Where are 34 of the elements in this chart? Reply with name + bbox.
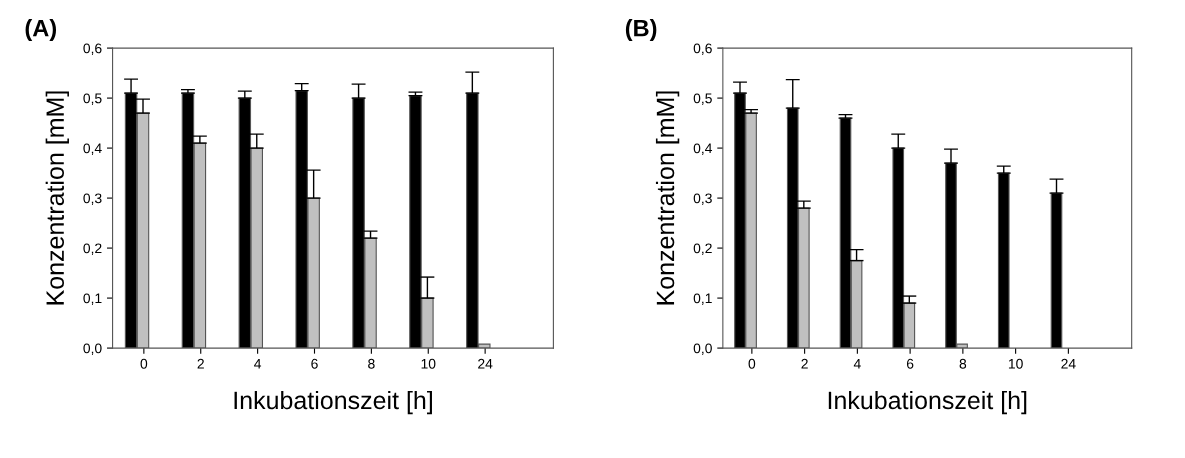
x-tick-label: 0 <box>140 358 148 369</box>
y-tick-label: 0,3 <box>83 193 102 205</box>
x-axis-title: Inkubationszeit [h] <box>828 390 1027 415</box>
y-axis-title: Konzentration [mM] <box>45 91 69 305</box>
y-tick-label: 0,0 <box>693 343 712 355</box>
y-tick-label: 0,6 <box>83 43 102 55</box>
chart-title: (A) <box>25 19 57 42</box>
y-tick-label: 0,6 <box>693 43 712 55</box>
chart-title: (B) <box>625 19 657 42</box>
y-tick-label: 0,1 <box>83 293 102 305</box>
x-tick-label: 8 <box>368 358 375 369</box>
x-tick-label: 0 <box>748 358 756 369</box>
x-tick-label: 24 <box>1061 358 1076 369</box>
y-tick-label: 0,5 <box>83 93 102 105</box>
x-tick-label: 24 <box>478 358 493 369</box>
y-tick-label: 0,5 <box>693 93 712 105</box>
x-tick-label: 2 <box>197 358 204 369</box>
y-axis-title: Konzentration [mM] <box>655 91 680 305</box>
y-tick-label: 0,3 <box>693 193 712 205</box>
y-tick-label: 0,0 <box>83 343 102 355</box>
x-tick-label: 8 <box>959 358 967 369</box>
y-tick-label: 0,4 <box>83 143 102 155</box>
x-tick-label: 10 <box>421 358 436 369</box>
x-axis-title: Inkubationszeit [h] <box>234 390 432 415</box>
y-tick-label: 0,1 <box>693 293 712 305</box>
x-tick-label: 2 <box>801 358 808 369</box>
x-tick-label: 10 <box>1008 358 1023 369</box>
y-tick-label: 0,2 <box>693 243 712 255</box>
x-tick-label: 4 <box>853 359 861 369</box>
x-tick-label: 6 <box>906 358 914 369</box>
x-tick-label: 6 <box>311 358 318 369</box>
y-tick-label: 0,2 <box>83 243 102 255</box>
x-tick-label: 4 <box>254 359 262 369</box>
y-tick-label: 0,4 <box>693 143 713 155</box>
